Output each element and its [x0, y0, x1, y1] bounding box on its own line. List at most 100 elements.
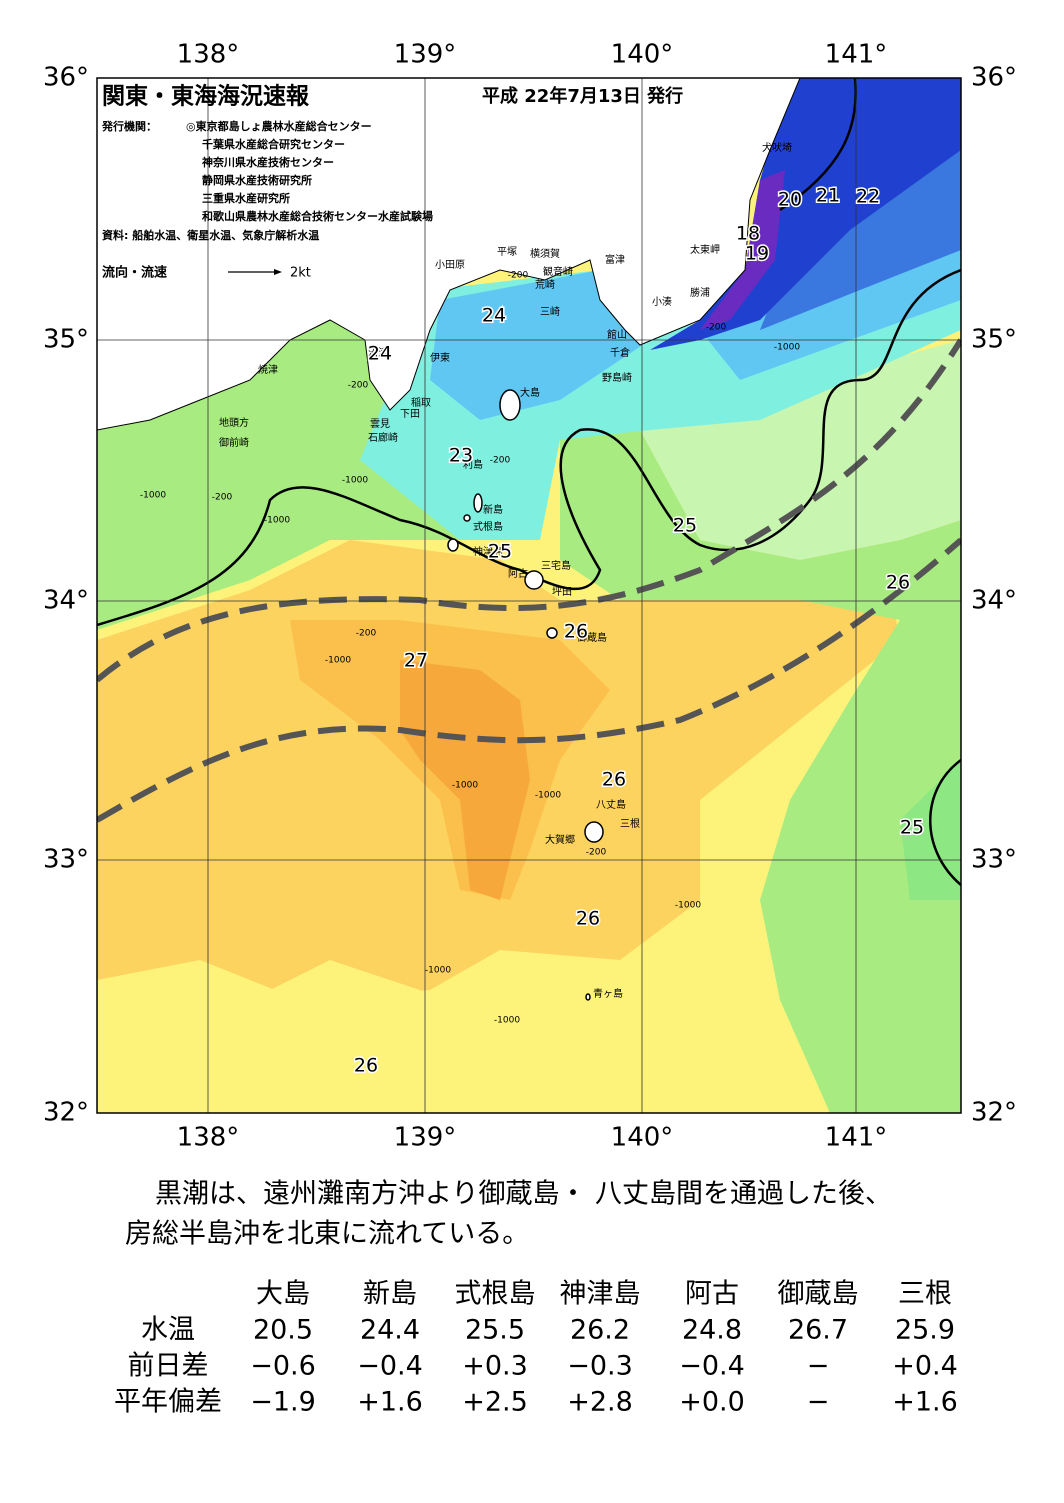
publisher: 神奈川県水産技術センター [202, 155, 334, 169]
place-name: 稲取 [411, 397, 431, 409]
sea-light-blue-west [430, 270, 650, 420]
place-name: 焼津 [258, 364, 278, 376]
lat-label-right: 35° [971, 325, 1017, 355]
row-label: 水温 [141, 1315, 195, 1346]
depth-label: -200 [490, 456, 511, 466]
isotherm-label: 20 [778, 189, 802, 211]
depth-label: -200 [348, 381, 369, 391]
depth-label: -1000 [425, 966, 451, 976]
lat-label-left: 36° [43, 63, 89, 93]
table-cell: −0.6 [250, 1351, 316, 1382]
isotherm-label: 26 [564, 621, 588, 643]
isotherm-label: 26 [886, 572, 910, 594]
place-name: 大賀郷 [545, 833, 575, 846]
table-cell: +1.6 [357, 1387, 423, 1418]
table-cell: 25.9 [895, 1315, 955, 1346]
table-cell: +2.5 [462, 1387, 528, 1418]
isotherm-line [97, 268, 961, 627]
place-name: 石廊崎 [368, 431, 398, 444]
place-name: 富津 [605, 253, 625, 266]
place-name: 御蔵島 [577, 631, 607, 644]
place-name: 小湊 [652, 295, 672, 308]
place-name: 観音崎 [543, 265, 573, 278]
column-header: 阿古 [685, 1279, 739, 1310]
sea-orange [400, 660, 530, 900]
lat-label-left: 32° [43, 1098, 89, 1128]
sea-purple [700, 170, 785, 330]
place-name: 犬吠埼 [762, 141, 792, 154]
publisher: 千葉県水産総合研究センター [202, 137, 345, 151]
lon-label-bottom: 141° [825, 1123, 888, 1153]
kuroshio-axis [97, 338, 961, 683]
sea-pale-green [560, 340, 961, 560]
place-name: 野島崎 [602, 371, 632, 384]
lat-label-right: 36° [971, 63, 1017, 93]
lon-label-top: 138° [177, 40, 240, 70]
sea-map [97, 78, 961, 1113]
lat-label-right: 32° [971, 1098, 1017, 1128]
depth-label: -1000 [140, 491, 166, 501]
depth-label: -1000 [774, 343, 800, 353]
sea-yellow-patch [250, 960, 460, 1113]
column-header: 新島 [363, 1279, 417, 1310]
isotherm-label: 27 [404, 650, 428, 672]
place-name: 三宅島 [541, 559, 571, 572]
lat-label-left: 35° [43, 325, 89, 355]
isotherm-label: 26 [576, 908, 600, 930]
place-name: 太東岬 [690, 243, 720, 256]
depth-label: -1000 [535, 791, 561, 801]
table-cell: − [807, 1351, 830, 1382]
table-cell: 26.7 [788, 1315, 848, 1346]
land [97, 78, 801, 431]
place-name: 地頭方 [219, 416, 249, 429]
isotherm-label: 22 [856, 186, 880, 208]
place-name: 荒崎 [535, 278, 555, 291]
depth-label: -200 [586, 848, 607, 858]
place-name: 沼津 [368, 346, 388, 359]
island [499, 389, 521, 421]
row-label: 平年偏差 [114, 1387, 222, 1418]
place-name: 阿古 [508, 567, 528, 580]
place-name: 八丈島 [596, 798, 626, 811]
lon-label-bottom: 138° [177, 1123, 240, 1153]
isotherm-label: 25 [900, 817, 924, 839]
depth-label: -200 [508, 271, 529, 281]
isotherm-label: 26 [354, 1055, 378, 1077]
publisher: ◎東京都島しょ農林水産総合センター [186, 119, 372, 133]
place-name: 横須賀 [530, 247, 560, 260]
isotherm-line [929, 758, 961, 886]
place-name: 勝浦 [690, 286, 710, 299]
depth-label: -1000 [325, 656, 351, 666]
depth-label: -1000 [264, 516, 290, 526]
table-cell: +0.4 [892, 1351, 958, 1382]
isotherm-label: 24 [482, 305, 506, 327]
depth-label: -1000 [494, 1016, 520, 1026]
isotherm-label: 26 [602, 769, 626, 791]
place-name: 千倉 [610, 346, 630, 359]
place-name: 小田原 [435, 259, 465, 271]
isotherm-label: 25 [488, 541, 512, 563]
column-header: 御蔵島 [778, 1279, 859, 1310]
lat-label-left: 34° [43, 586, 89, 616]
lat-label-right: 34° [971, 586, 1017, 616]
table-cell: 20.5 [253, 1315, 313, 1346]
island [546, 627, 558, 639]
island [584, 821, 604, 843]
place-name: 平塚 [497, 246, 517, 258]
place-name: 新島 [483, 503, 503, 516]
lon-label-bottom: 140° [611, 1123, 674, 1153]
map-title: 関東・東海海況速報 [102, 83, 310, 110]
place-name: 大島 [520, 386, 540, 399]
legend-scale: 2kt [290, 266, 311, 281]
place-name: 御前崎 [219, 436, 249, 449]
table-cell: 25.5 [465, 1315, 525, 1346]
table-cell: +1.6 [892, 1387, 958, 1418]
table-cell: − [807, 1387, 830, 1418]
depth-label: -1000 [452, 781, 478, 791]
table-cell: −0.4 [679, 1351, 745, 1382]
table-cell: +2.8 [567, 1387, 633, 1418]
map-frame [96, 77, 962, 1114]
lon-label-top: 141° [825, 40, 888, 70]
legend-arrowhead [274, 269, 282, 275]
